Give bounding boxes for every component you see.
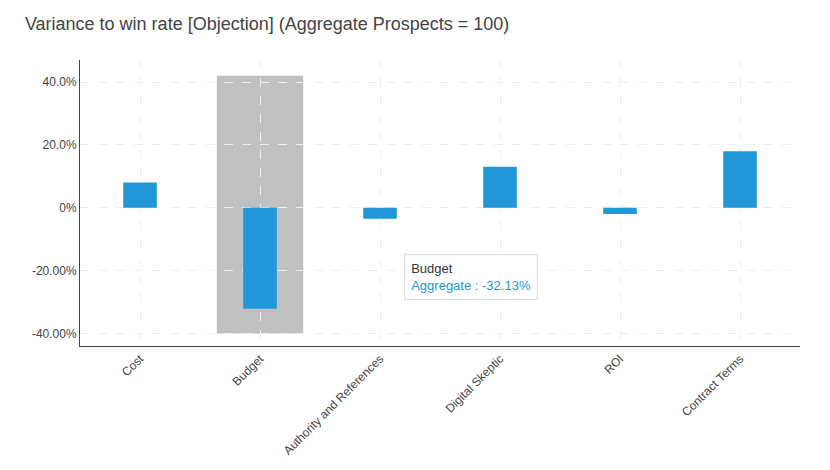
svg-text:0%: 0% [59,201,77,215]
svg-text:Cost: Cost [119,351,147,379]
svg-text:Variance to win rate [Objectio: Variance to win rate [Objection] (Aggreg… [25,14,509,34]
svg-text:Contract Terms: Contract Terms [679,352,746,419]
svg-text:Budget: Budget [230,351,267,388]
svg-text:Authority and References: Authority and References [281,352,387,458]
svg-text:40.0%: 40.0% [43,75,77,89]
svg-text:BudgetAggregate : -32.13%: BudgetAggregate : -32.13% [411,261,531,293]
svg-text:ROI: ROI [601,352,626,377]
svg-text:-40.00%: -40.00% [32,327,77,341]
svg-text:20.0%: 20.0% [43,138,77,152]
svg-text:-20.00%: -20.00% [32,264,77,278]
svg-text:Digital Skeptic: Digital Skeptic [443,352,507,416]
